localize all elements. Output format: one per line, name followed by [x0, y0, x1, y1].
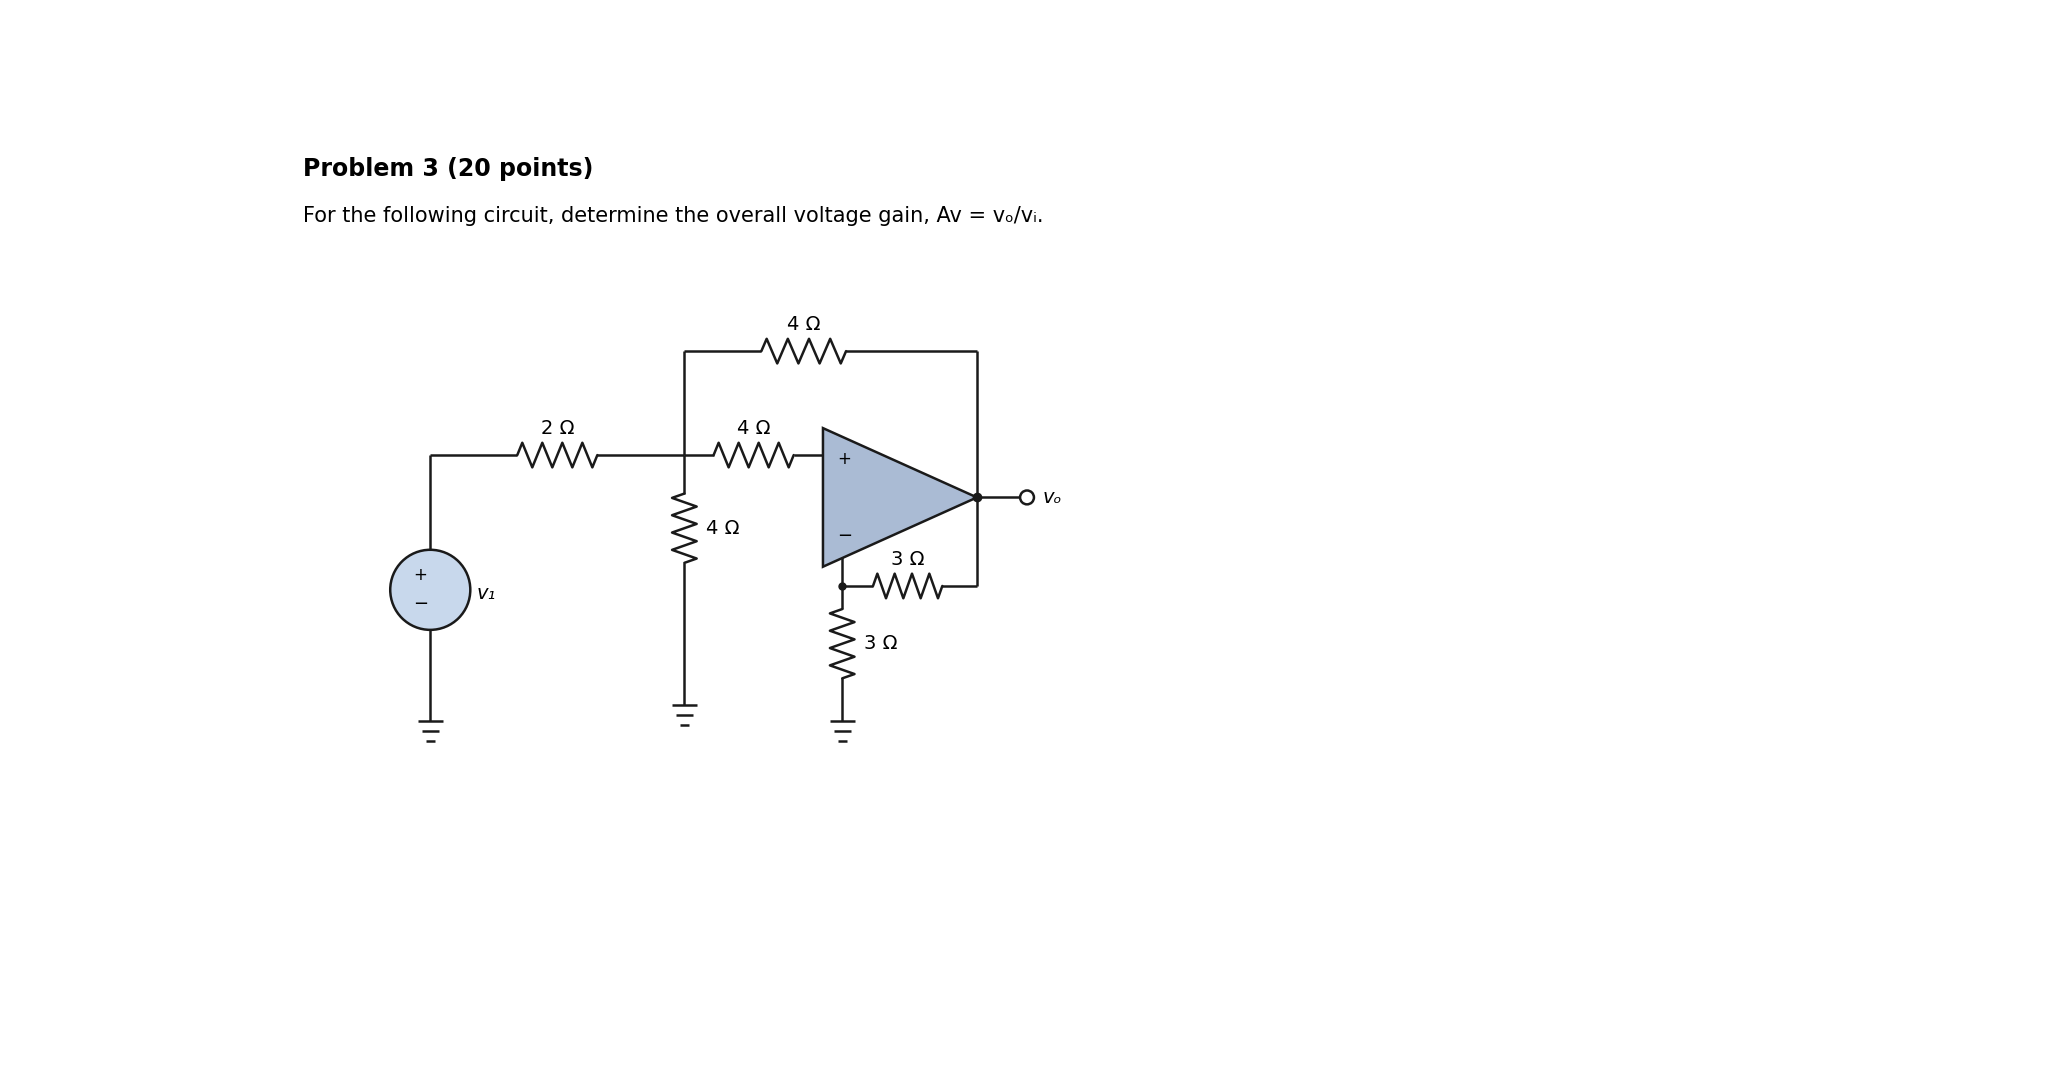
Text: 3 Ω: 3 Ω	[890, 550, 925, 569]
Text: 2 Ω: 2 Ω	[540, 419, 575, 438]
Circle shape	[391, 550, 471, 630]
Circle shape	[1021, 490, 1033, 505]
Text: 4 Ω: 4 Ω	[737, 419, 771, 438]
Text: +: +	[837, 450, 851, 468]
Text: vₒ: vₒ	[1041, 488, 1062, 507]
Text: −: −	[837, 527, 851, 544]
Text: For the following circuit, determine the overall voltage gain, Av = vₒ/vᵢ.: For the following circuit, determine the…	[303, 206, 1043, 226]
Text: Problem 3 (20 points): Problem 3 (20 points)	[303, 157, 593, 181]
Text: 4 Ω: 4 Ω	[788, 315, 820, 334]
Text: v₁: v₁	[477, 584, 495, 604]
Text: 4 Ω: 4 Ω	[706, 519, 739, 538]
Text: −: −	[413, 595, 428, 613]
Polygon shape	[822, 428, 978, 567]
Text: +: +	[413, 566, 428, 584]
Text: 3 Ω: 3 Ω	[863, 634, 898, 653]
